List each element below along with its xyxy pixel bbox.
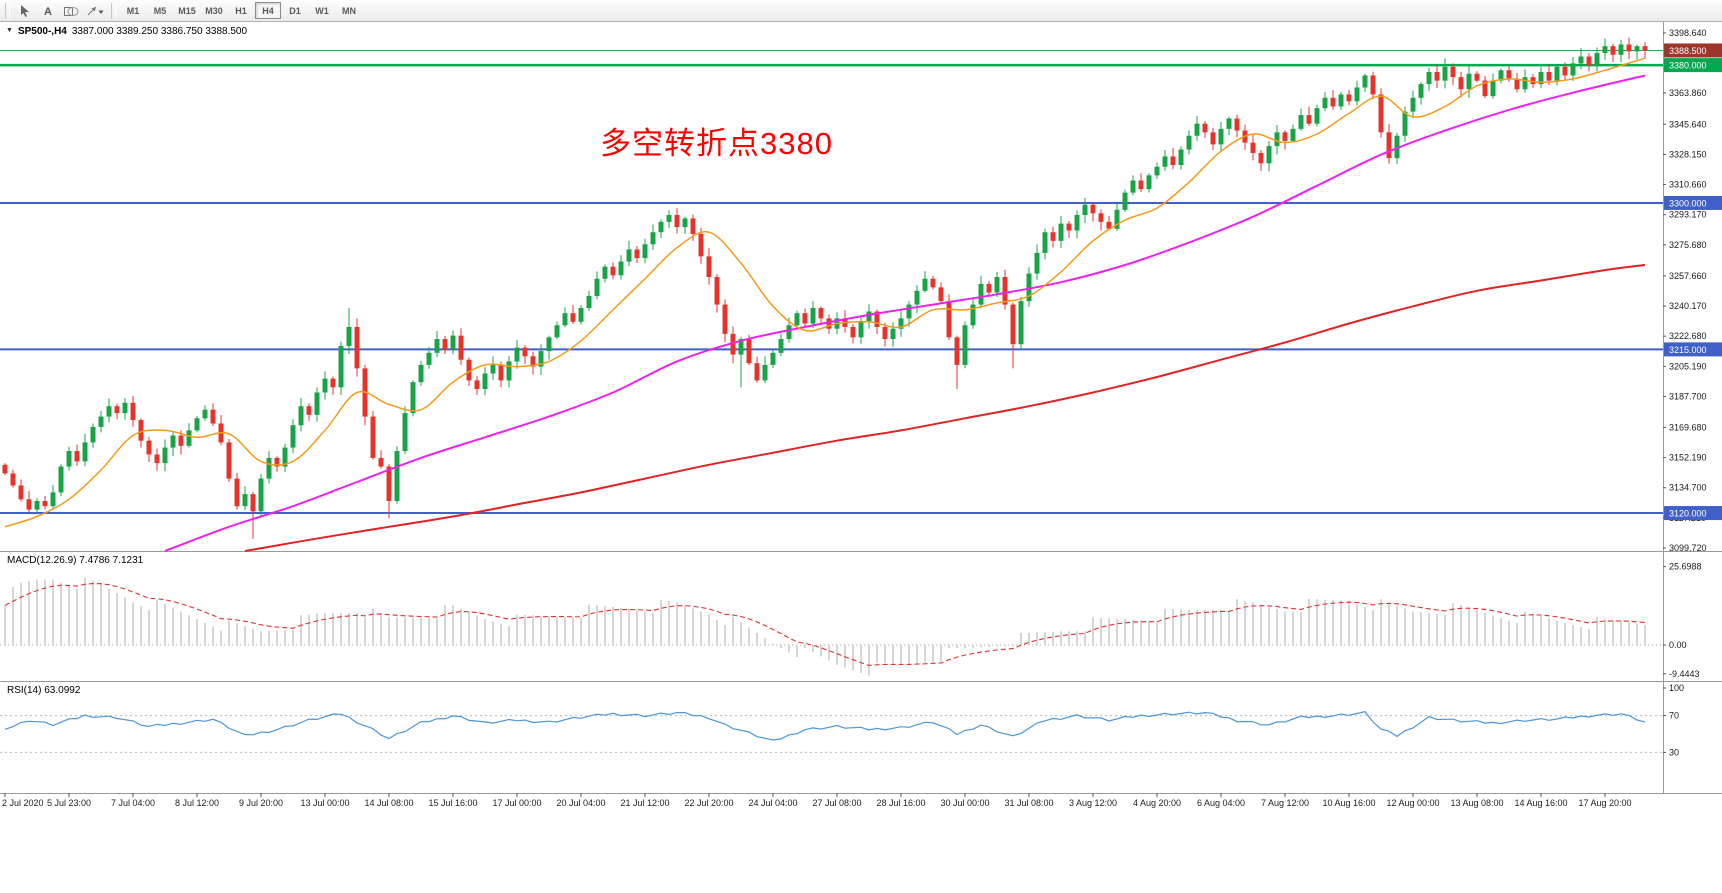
chart-annotation-text[interactable]: 多空转折点3380	[600, 126, 833, 161]
ohlc-values: 3387.000 3389.250 3386.750 3388.500	[71, 26, 248, 37]
svg-text:8 Jul 12:00: 8 Jul 12:00	[175, 798, 219, 808]
svg-text:4 Aug 20:00: 4 Aug 20:00	[1133, 798, 1181, 808]
candles-layer[interactable]	[2, 37, 1648, 539]
time-axis[interactable]: 2 Jul 2020 5 Jul 23:00 7 Jul 04:00 8 Jul 12…	[2, 793, 1632, 808]
text-tool-icon[interactable]: A	[37, 1, 59, 20]
ma-slow-red-line	[244, 264, 1646, 552]
svg-text:3380.000: 3380.000	[1669, 61, 1707, 71]
svg-text:3 Aug 12:00: 3 Aug 12:00	[1069, 798, 1117, 808]
chart-symbol-header: ▼ SP500-,H4 3387.000 3389.250 3386.750 3…	[6, 26, 247, 37]
svg-text:A: A	[44, 6, 52, 18]
svg-text:22 Jul 20:00: 22 Jul 20:00	[684, 798, 733, 808]
rsi-indicator-label: RSI(14) 63.0992	[7, 685, 81, 696]
svg-text:10 Aug 16:00: 10 Aug 16:00	[1322, 798, 1375, 808]
svg-text:24 Jul 04:00: 24 Jul 04:00	[748, 798, 797, 808]
panel-separators	[0, 22, 1722, 794]
svg-text:3187.700: 3187.700	[1669, 391, 1707, 401]
svg-text:3345.640: 3345.640	[1669, 119, 1707, 129]
timeframe-button-mn[interactable]: MN	[336, 2, 362, 19]
horizontal-lines-layer[interactable]	[0, 49, 1663, 515]
svg-text:3152.190: 3152.190	[1669, 453, 1707, 463]
timeframes-group: M1 M5 M15 M30 H1 H4 D1 W1 MN	[120, 2, 362, 19]
svg-text:7 Jul 04:00: 7 Jul 04:00	[111, 798, 155, 808]
svg-text:27 Jul 08:00: 27 Jul 08:00	[812, 798, 861, 808]
geometry-icon[interactable]	[60, 1, 82, 20]
svg-text:3398.640: 3398.640	[1669, 28, 1707, 38]
svg-text:3300.000: 3300.000	[1669, 198, 1707, 208]
svg-text:2 Jul 2020: 2 Jul 2020	[2, 798, 44, 808]
macd-indicator-label: MACD(12.26.9) 7.4786 7.1231	[7, 555, 144, 566]
svg-text:13 Jul 00:00: 13 Jul 00:00	[300, 798, 349, 808]
svg-text:3134.700: 3134.700	[1669, 483, 1707, 493]
svg-text:21 Jul 12:00: 21 Jul 12:00	[620, 798, 669, 808]
svg-text:3388.500: 3388.500	[1669, 46, 1707, 56]
price-badge-3215.000: 3215.000	[1664, 342, 1722, 357]
svg-text:3222.680: 3222.680	[1669, 331, 1707, 341]
top-toolbar: A M1 M5 M15 M30 H1 H4 D1 W1 MN	[0, 0, 1722, 22]
timeframe-button-h1[interactable]: H1	[228, 2, 254, 19]
svg-text:3120.000: 3120.000	[1669, 509, 1707, 519]
svg-text:3205.190: 3205.190	[1669, 361, 1707, 371]
svg-text:3293.170: 3293.170	[1669, 210, 1707, 220]
svg-text:28 Jul 16:00: 28 Jul 16:00	[876, 798, 925, 808]
timeframe-button-m1[interactable]: M1	[120, 2, 146, 19]
timeframe-button-w1[interactable]: W1	[309, 2, 335, 19]
timeframe-button-m30[interactable]: M30	[201, 2, 227, 19]
svg-text:3363.860: 3363.860	[1669, 88, 1707, 98]
svg-text:0.00: 0.00	[1669, 640, 1687, 650]
price-badge-3380.000: 3380.000	[1664, 58, 1722, 73]
price-badge-3300.000: 3300.000	[1664, 195, 1722, 210]
svg-text:31 Jul 08:00: 31 Jul 08:00	[1004, 798, 1053, 808]
svg-text:25.6988: 25.6988	[1669, 562, 1702, 572]
svg-text:3257.660: 3257.660	[1669, 271, 1707, 281]
svg-text:14 Aug 16:00: 14 Aug 16:00	[1514, 798, 1567, 808]
svg-text:3169.680: 3169.680	[1669, 422, 1707, 432]
rsi-line	[4, 711, 1646, 741]
svg-text:-9.4443: -9.4443	[1669, 669, 1700, 679]
svg-text:70: 70	[1669, 711, 1679, 721]
svg-text:3275.680: 3275.680	[1669, 240, 1707, 250]
arrow-style-icon[interactable]	[83, 1, 107, 20]
svg-text:3215.000: 3215.000	[1669, 345, 1707, 355]
svg-text:12 Aug 00:00: 12 Aug 00:00	[1386, 798, 1439, 808]
pointer-icon[interactable]	[14, 1, 36, 20]
svg-text:3240.170: 3240.170	[1669, 301, 1707, 311]
svg-text:15 Jul 16:00: 15 Jul 16:00	[428, 798, 477, 808]
svg-text:14 Jul 08:00: 14 Jul 08:00	[364, 798, 413, 808]
svg-text:30: 30	[1669, 747, 1679, 757]
svg-text:100: 100	[1669, 683, 1684, 693]
timeframe-button-m15[interactable]: M15	[174, 2, 200, 19]
price-badge-3120.000: 3120.000	[1664, 506, 1722, 521]
toolbar-grip[interactable]	[5, 3, 10, 18]
svg-text:17 Aug 20:00: 17 Aug 20:00	[1578, 798, 1631, 808]
ma-mid-magenta-line	[164, 74, 1646, 552]
svg-text:6 Aug 04:00: 6 Aug 04:00	[1197, 798, 1245, 808]
svg-text:17 Jul 00:00: 17 Jul 00:00	[492, 798, 541, 808]
svg-text:30 Jul 00:00: 30 Jul 00:00	[940, 798, 989, 808]
svg-text:3310.660: 3310.660	[1669, 180, 1707, 190]
collapse-triangle-icon[interactable]: ▼	[6, 27, 13, 34]
price-axis: 3398.640 3363.860 3345.640 3328.150 3310.660…	[1663, 28, 1722, 757]
svg-text:7 Aug 12:00: 7 Aug 12:00	[1261, 798, 1309, 808]
symbol-timeframe-label: SP500-,H4	[17, 26, 67, 37]
timeframe-button-m5[interactable]: M5	[147, 2, 173, 19]
timeframe-button-h4[interactable]: H4	[255, 2, 281, 19]
svg-text:20 Jul 04:00: 20 Jul 04:00	[556, 798, 605, 808]
macd-histogram	[4, 577, 1646, 676]
toolbar-grip-2[interactable]	[111, 3, 116, 18]
svg-text:13 Aug 08:00: 13 Aug 08:00	[1450, 798, 1503, 808]
svg-text:3099.720: 3099.720	[1669, 543, 1707, 553]
macd-signal-line	[4, 583, 1646, 666]
drawing-tools-group: A	[14, 1, 107, 20]
svg-text:5 Jul 23:00: 5 Jul 23:00	[47, 798, 91, 808]
price-badge-3388.500: 3388.500	[1664, 43, 1722, 58]
ma-fast-orange-line	[4, 57, 1646, 528]
timeframe-button-d1[interactable]: D1	[282, 2, 308, 19]
svg-text:3328.150: 3328.150	[1669, 149, 1707, 159]
svg-text:9 Jul 20:00: 9 Jul 20:00	[239, 798, 283, 808]
